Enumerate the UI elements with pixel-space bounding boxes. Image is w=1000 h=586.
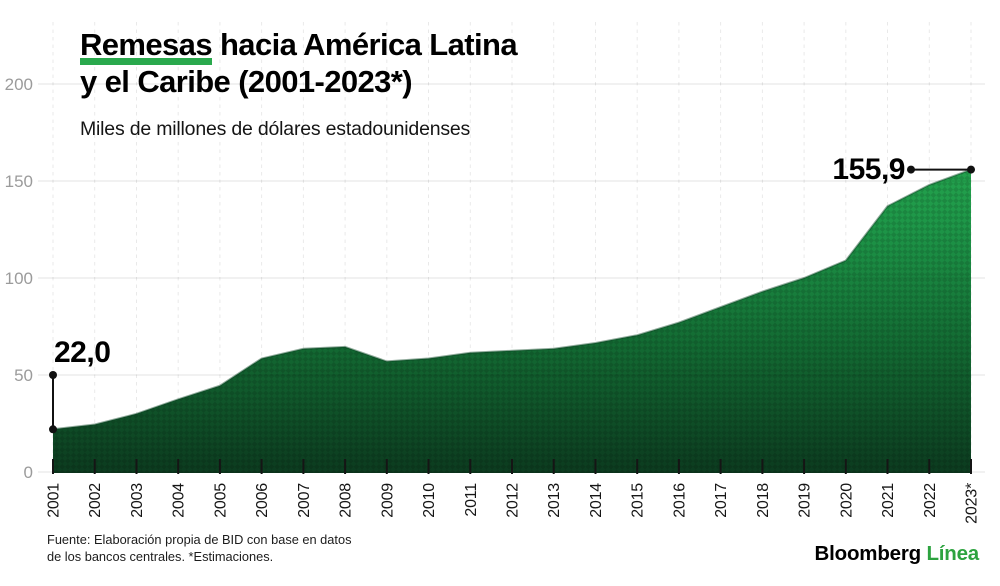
annotation-first-value: 22,0	[54, 336, 111, 369]
svg-text:2001: 2001	[46, 483, 63, 518]
svg-text:2006: 2006	[254, 483, 271, 518]
title-highlighted-word: Remesas	[80, 27, 213, 65]
svg-text:2013: 2013	[546, 483, 563, 518]
source-note-line2: de los bancos centrales. *Estimaciones.	[47, 549, 274, 565]
svg-text:0: 0	[24, 463, 33, 482]
svg-text:150: 150	[5, 172, 33, 191]
chart-title: Remesas hacia América Latina y el Caribe …	[80, 26, 518, 100]
svg-text:2022: 2022	[922, 483, 939, 518]
svg-text:2015: 2015	[630, 483, 647, 518]
svg-text:2009: 2009	[379, 483, 396, 518]
svg-text:2005: 2005	[212, 483, 229, 518]
svg-text:2002: 2002	[87, 483, 104, 518]
svg-text:2018: 2018	[755, 483, 772, 518]
svg-text:100: 100	[5, 269, 33, 288]
chart-title-line2: y el Caribe (2001-2023*)	[80, 64, 413, 99]
svg-text:2003: 2003	[129, 483, 146, 518]
chart-subtitle: Miles de millones de dólares estadounide…	[80, 118, 471, 140]
svg-text:2016: 2016	[671, 483, 688, 518]
svg-text:50: 50	[14, 366, 33, 385]
chart-title-line1: Remesas hacia América Latina	[80, 26, 518, 65]
bloomberg-linea-logo: Bloomberg Línea	[814, 542, 980, 566]
svg-text:2007: 2007	[296, 483, 313, 518]
source-note-line1: Fuente: Elaboración propia de BID con ba…	[47, 532, 352, 547]
svg-text:2021: 2021	[880, 483, 897, 518]
svg-text:2017: 2017	[713, 483, 730, 518]
svg-text:2010: 2010	[421, 483, 438, 518]
svg-text:2023*: 2023*	[964, 483, 981, 524]
svg-text:2011: 2011	[463, 483, 480, 517]
svg-text:2012: 2012	[505, 483, 522, 518]
svg-text:2019: 2019	[797, 483, 814, 518]
source-note: Fuente: Elaboración propia de BID con ba…	[47, 531, 351, 566]
title-line1-rest: hacia América Latina	[219, 27, 518, 62]
brand-linea: Línea	[926, 542, 979, 565]
svg-text:2014: 2014	[588, 483, 605, 518]
annotation-last-value: 155,9	[832, 152, 905, 186]
svg-text:2008: 2008	[338, 483, 355, 518]
svg-text:200: 200	[5, 75, 33, 94]
brand-bloomberg: Bloomberg	[814, 542, 922, 565]
svg-text:2020: 2020	[838, 483, 855, 518]
svg-text:2004: 2004	[171, 483, 188, 518]
